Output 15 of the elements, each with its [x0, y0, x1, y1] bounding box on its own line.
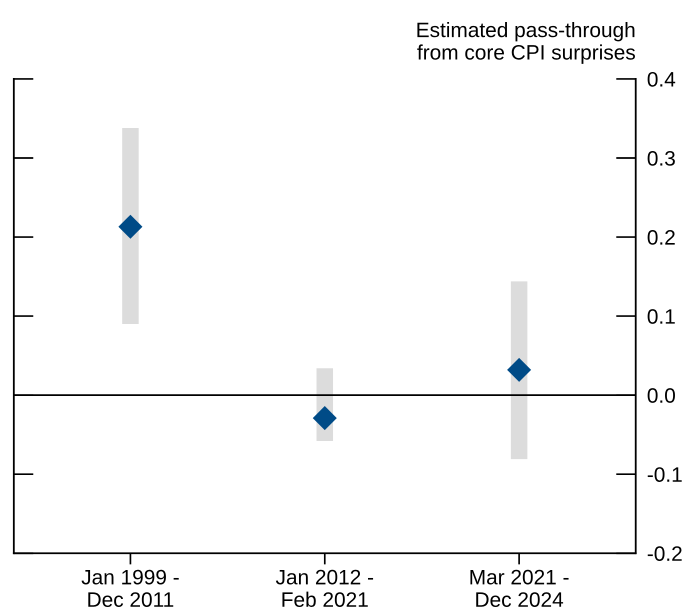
x-tick-label: Jan 1999 - Dec 2011 [82, 570, 179, 607]
y-tick-label: 0.3 [648, 151, 675, 166]
chart-title: Estimated pass-through from core CPI surprises [417, 22, 635, 64]
y-tick-label: 0.2 [648, 230, 675, 245]
y-tick-label: 0.0 [648, 388, 675, 403]
point [507, 358, 532, 382]
y-tick-label: 0.1 [648, 309, 675, 324]
y-tick-label: -0.1 [648, 467, 682, 482]
y-tick-label: 0.4 [648, 72, 676, 87]
point [312, 406, 337, 430]
bar [122, 128, 139, 324]
x-tick-label: Jan 2012 - Feb 2021 [276, 570, 374, 607]
x-tick-label: Mar 2021 - Dec 2024 [470, 570, 569, 607]
point [118, 214, 142, 239]
y-tick-label: -0.2 [648, 546, 682, 561]
